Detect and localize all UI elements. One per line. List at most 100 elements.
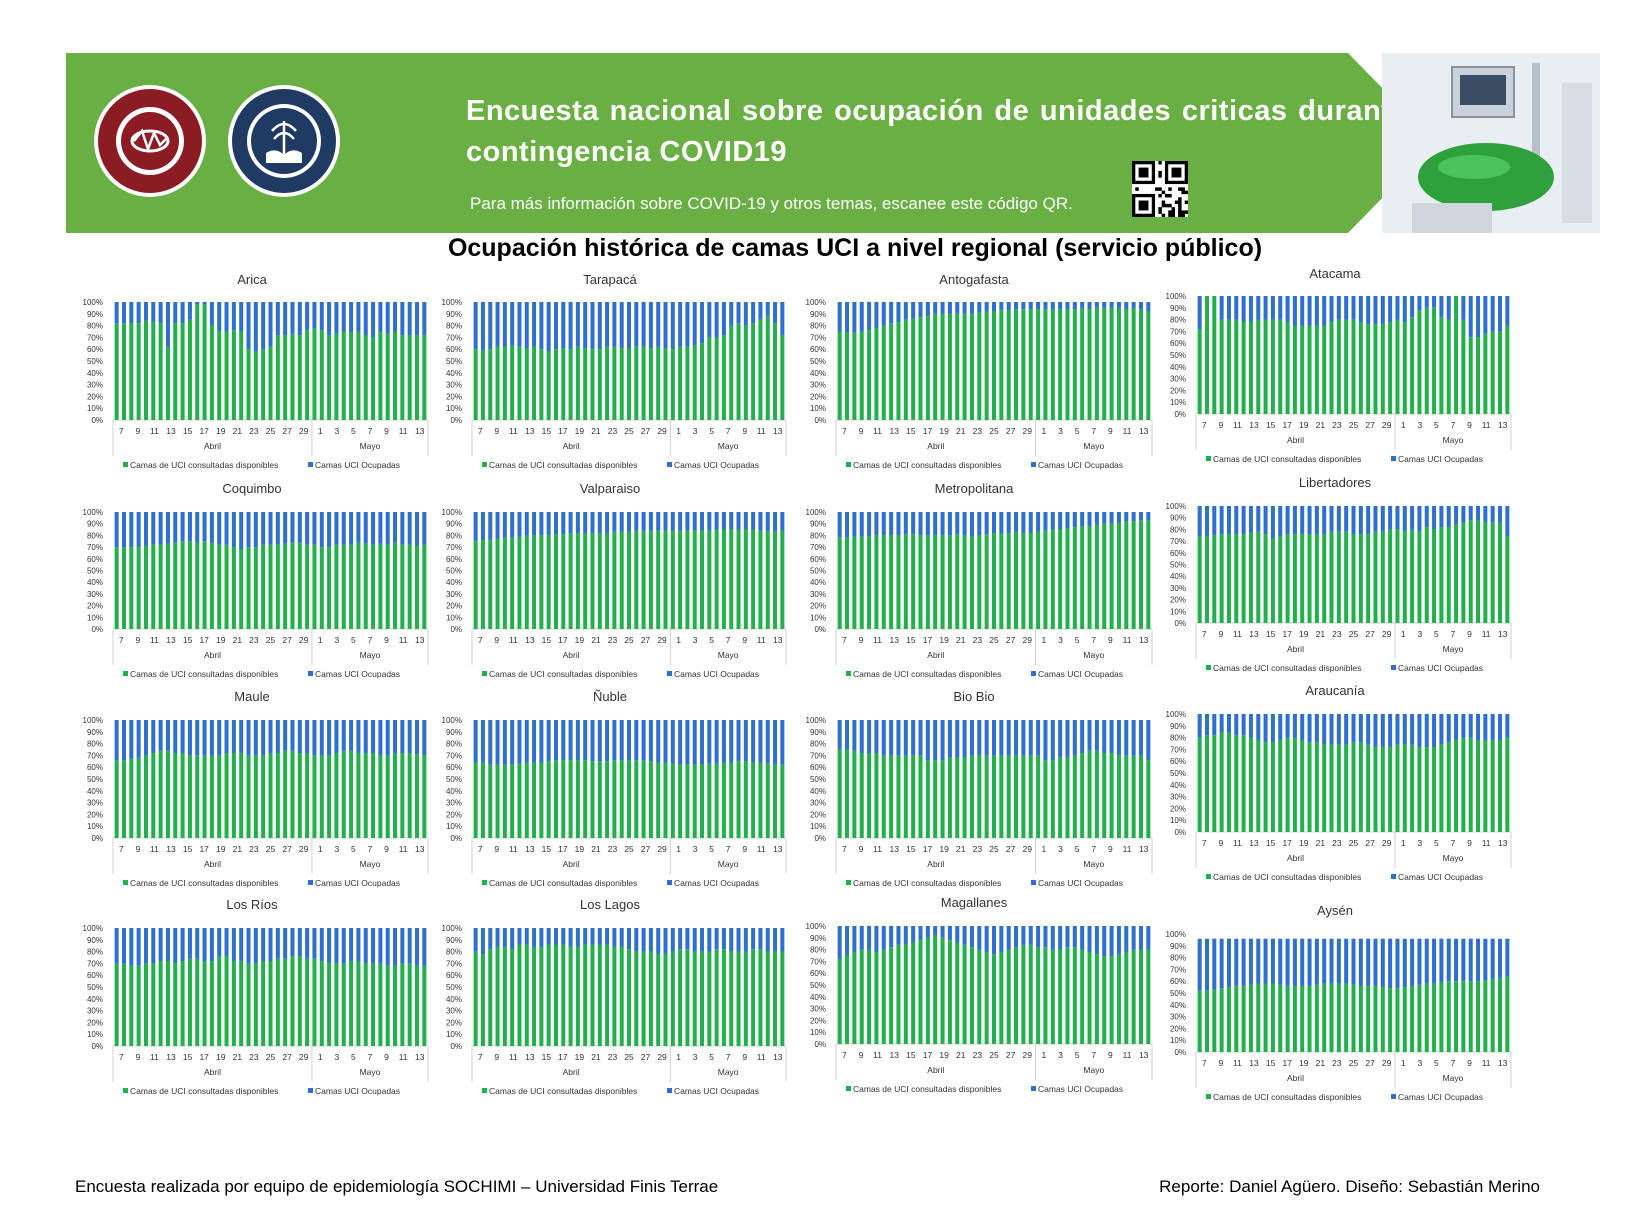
bar-ocupadas	[546, 512, 551, 536]
bar-disponibles	[1505, 737, 1510, 832]
bar-ocupadas	[1058, 720, 1063, 758]
bar-disponibles	[371, 337, 376, 420]
bar-disponibles	[1109, 307, 1114, 420]
bar-ocupadas	[626, 720, 632, 761]
legend-label: Camas de UCI consultadas disponibles	[489, 669, 637, 679]
bar-ocupadas	[327, 302, 332, 336]
month-label: Abril	[1287, 853, 1304, 863]
bar-disponibles	[1138, 309, 1143, 420]
bar-ocupadas	[1505, 714, 1510, 738]
x-tick-label: 11	[399, 635, 408, 645]
bar-disponibles	[1380, 747, 1385, 832]
bar-disponibles	[1065, 757, 1070, 838]
bar-ocupadas	[422, 302, 427, 336]
y-tick-label: 40%	[1170, 363, 1186, 372]
bar-ocupadas	[626, 928, 632, 950]
bar-disponibles	[678, 346, 683, 420]
bar-disponibles	[984, 951, 989, 1044]
x-tick-label: 15	[906, 1050, 916, 1060]
x-tick-label: 23	[1332, 1058, 1342, 1068]
x-tick-label: 25	[624, 426, 634, 436]
bar-ocupadas	[1424, 506, 1429, 528]
bar-ocupadas	[495, 928, 500, 947]
bar-ocupadas	[312, 928, 317, 959]
bar-disponibles	[933, 313, 938, 420]
bar-disponibles	[422, 965, 427, 1046]
y-tick-label: 50%	[810, 981, 826, 990]
y-tick-label: 80%	[810, 322, 826, 331]
bar-disponibles	[407, 335, 412, 420]
month-label: Abril	[563, 441, 580, 451]
y-tick-label: 70%	[810, 751, 826, 760]
bar-disponibles	[568, 533, 573, 629]
bar-ocupadas	[261, 928, 266, 962]
bar-ocupadas	[751, 928, 756, 950]
x-tick-label: 13	[773, 1052, 783, 1062]
y-tick-label: 100%	[806, 716, 826, 725]
bar-ocupadas	[670, 928, 675, 952]
x-tick-label: 9	[859, 635, 864, 645]
bar-disponibles	[385, 544, 390, 629]
x-tick-label: 7	[368, 844, 373, 854]
x-tick-label: 19	[216, 1052, 226, 1062]
x-tick-label: 23	[1332, 629, 1342, 639]
x-tick-label: 15	[542, 844, 552, 854]
y-tick-label: 30%	[446, 799, 462, 808]
bar-disponibles	[1241, 534, 1246, 623]
bar-ocupadas	[641, 512, 646, 531]
bar-ocupadas	[165, 302, 170, 347]
chart-title: Valparaiso	[580, 481, 640, 496]
bar-ocupadas	[1087, 512, 1092, 527]
bar-disponibles	[173, 323, 178, 420]
bar-disponibles	[1263, 983, 1268, 1052]
bar-disponibles	[656, 530, 661, 629]
x-tick-label: 27	[282, 635, 292, 645]
bar-disponibles	[575, 946, 580, 1046]
bar-ocupadas	[1366, 938, 1371, 986]
bar-disponibles	[1131, 521, 1136, 629]
bar-ocupadas	[1497, 714, 1503, 740]
month-label: Mayo	[1443, 644, 1464, 654]
bar-disponibles	[1373, 747, 1378, 832]
bar-ocupadas	[933, 926, 938, 936]
bar-disponibles	[583, 533, 588, 629]
x-tick-label: 5	[709, 426, 714, 436]
bar-ocupadas	[729, 512, 734, 530]
bar-ocupadas	[1454, 714, 1459, 740]
bar-disponibles	[143, 545, 148, 629]
bar-ocupadas	[231, 302, 236, 331]
bar-ocupadas	[619, 720, 624, 761]
bar-disponibles	[224, 544, 229, 629]
bar-ocupadas	[692, 720, 697, 765]
x-tick-label: 15	[906, 635, 916, 645]
x-tick-label: 7	[726, 844, 731, 854]
month-label: Abril	[1287, 1073, 1304, 1083]
bar-disponibles	[721, 529, 726, 629]
bar-disponibles	[393, 965, 398, 1046]
bar-ocupadas	[874, 926, 879, 952]
bar-disponibles	[867, 330, 872, 420]
legend-swatch-disponibles	[482, 1088, 487, 1093]
bar-disponibles	[1014, 531, 1019, 629]
bar-disponibles	[356, 542, 361, 629]
bar-disponibles	[532, 762, 537, 838]
bar-ocupadas	[1234, 506, 1239, 535]
bar-disponibles	[136, 323, 141, 420]
bar-disponibles	[546, 535, 551, 629]
x-tick-label: 21	[956, 1050, 966, 1060]
bar-ocupadas	[999, 720, 1004, 756]
bar-ocupadas	[955, 302, 960, 314]
y-tick-label: 30%	[1170, 793, 1186, 802]
bar-disponibles	[1234, 985, 1239, 1052]
bar-ocupadas	[1446, 296, 1451, 320]
bar-disponibles	[1146, 760, 1151, 838]
bar-ocupadas	[239, 302, 244, 332]
bar-disponibles	[867, 753, 872, 838]
legend-swatch-disponibles	[482, 462, 487, 467]
bar-disponibles	[400, 335, 405, 420]
qr-code-icon[interactable]	[1132, 161, 1188, 217]
bar-disponibles	[561, 348, 566, 420]
bar-disponibles	[991, 755, 997, 838]
bar-disponibles	[903, 755, 908, 838]
